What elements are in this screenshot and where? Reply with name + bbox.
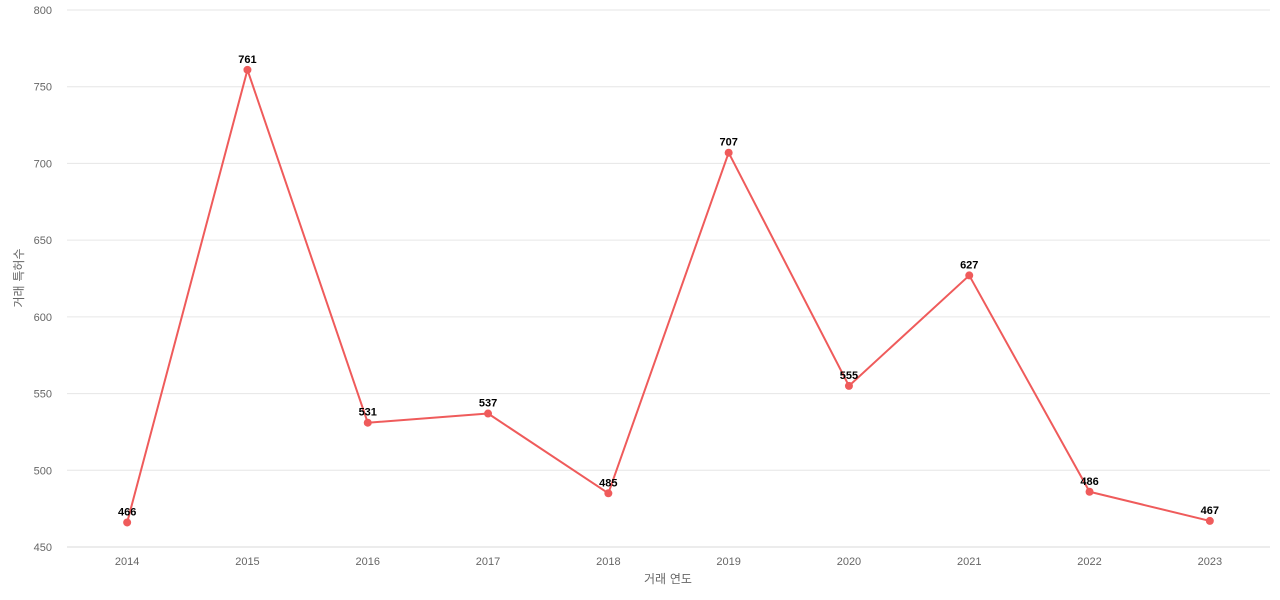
y-axis-title: 거래 특허수 [12,248,26,307]
x-tick-label: 2016 [356,556,380,568]
data-point[interactable] [363,418,372,427]
y-tick-label: 650 [34,235,52,247]
data-point[interactable] [484,409,493,418]
data-label: 555 [840,370,858,382]
y-tick-label: 700 [34,158,52,170]
data-labels: 466 761 531 537 485 707 555 627 486 467 [118,54,1219,519]
data-label: 467 [1201,505,1219,517]
y-tick-label: 550 [34,389,52,401]
y-tick-label: 800 [34,5,52,17]
x-tick-label: 2015 [235,556,259,568]
data-label: 537 [479,398,497,410]
y-tick-label: 600 [34,312,52,324]
data-label: 531 [359,407,377,419]
data-point[interactable] [243,65,252,74]
y-tick-label: 500 [34,465,52,477]
data-label: 627 [960,259,978,271]
y-axis-ticks: 450 500 550 600 650 700 750 800 [34,5,52,554]
data-label: 761 [238,54,256,66]
x-tick-label: 2019 [716,556,740,568]
data-label: 466 [118,506,136,518]
grid [67,9,1270,548]
x-axis-title: 거래 연도 [644,572,692,586]
x-tick-label: 2014 [115,556,139,568]
x-axis-ticks: 2014 2015 2016 2017 2018 2019 2020 2021 2022 2023 [115,556,1222,568]
data-point[interactable] [965,271,974,280]
data-point[interactable] [1205,516,1214,525]
x-tick-label: 2022 [1077,556,1101,568]
series-group [123,65,1214,527]
data-label: 486 [1080,476,1098,488]
data-point[interactable] [724,148,733,157]
y-tick-label: 750 [34,82,52,94]
x-tick-label: 2017 [476,556,500,568]
data-point[interactable] [844,381,853,390]
x-tick-label: 2018 [596,556,620,568]
data-point[interactable] [1085,487,1094,496]
x-tick-label: 2020 [837,556,861,568]
x-tick-label: 2023 [1198,556,1222,568]
x-tick-label: 2021 [957,556,981,568]
series-line [126,68,1211,523]
data-label: 707 [719,137,737,149]
data-point[interactable] [123,518,132,527]
data-label: 485 [599,477,617,489]
data-point[interactable] [604,489,613,498]
y-tick-label: 450 [34,542,52,554]
